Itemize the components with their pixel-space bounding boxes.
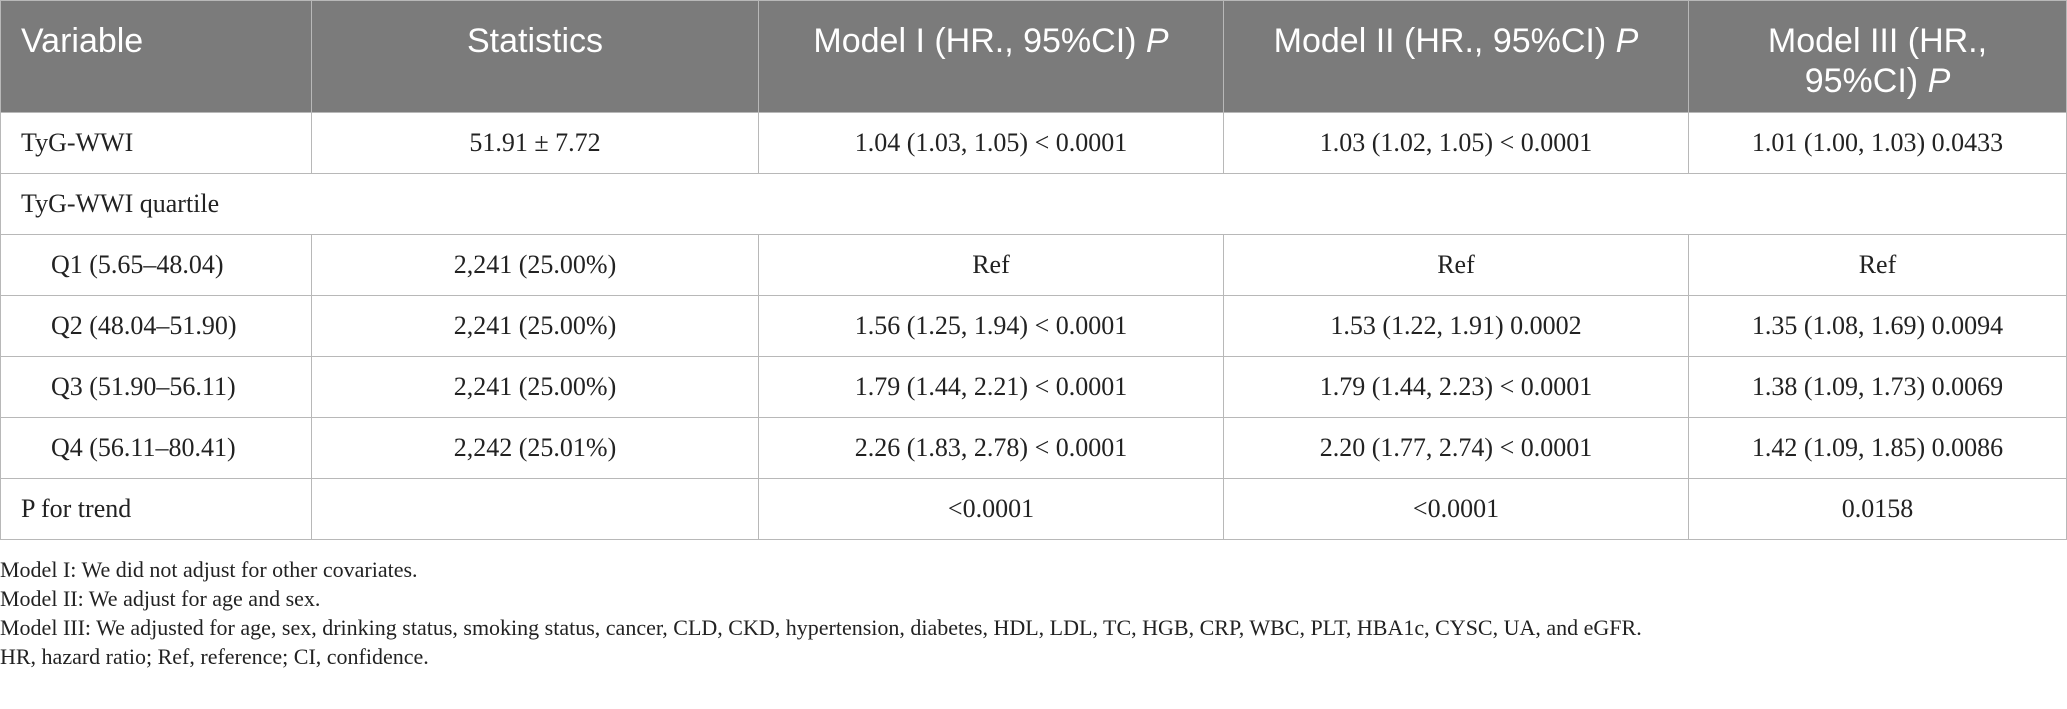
header-model-2: Model II (HR., 95%CI) P: [1223, 0, 1689, 113]
cell-section-label: TyG-WWI quartile: [0, 173, 2067, 235]
cell-statistics: 2,241 (25.00%): [311, 356, 759, 418]
cell-model-2: Ref: [1223, 234, 1689, 296]
cell-model-1: 1.04 (1.03, 1.05) < 0.0001: [758, 112, 1224, 174]
table-row-section: TyG-WWI quartile: [0, 173, 2067, 235]
footnote: Model I: We did not adjust for other cov…: [0, 557, 418, 582]
cell-model-3: 1.38 (1.09, 1.73) 0.0069: [1688, 356, 2067, 418]
header-row: Variable Statistics Model I (HR., 95%CI)…: [0, 0, 2067, 113]
table-row: Q1 (5.65–48.04) 2,241 (25.00%) Ref Ref R…: [0, 234, 2067, 296]
footnote: Model III: We adjusted for age, sex, dri…: [0, 615, 1642, 640]
footnote: Model II: We adjust for age and sex.: [0, 586, 321, 611]
cell-model-3: 1.01 (1.00, 1.03) 0.0433: [1688, 112, 2067, 174]
cell-model-1: 2.26 (1.83, 2.78) < 0.0001: [758, 417, 1224, 479]
table-body: TyG-WWI 51.91 ± 7.72 1.04 (1.03, 1.05) <…: [0, 112, 2067, 540]
cell-statistics: 2,242 (25.01%): [311, 417, 759, 479]
cell-variable: Q4 (56.11–80.41): [0, 417, 312, 479]
header-variable: Variable: [0, 0, 312, 113]
table-row: P for trend <0.0001 <0.0001 0.0158: [0, 478, 2067, 540]
table-figure: Variable Statistics Model I (HR., 95%CI)…: [0, 0, 2067, 540]
table-row: Q4 (56.11–80.41) 2,242 (25.01%) 2.26 (1.…: [0, 417, 2067, 479]
cell-model-2: <0.0001: [1223, 478, 1689, 540]
cell-statistics: 2,241 (25.00%): [311, 234, 759, 296]
table-row: Q2 (48.04–51.90) 2,241 (25.00%) 1.56 (1.…: [0, 295, 2067, 357]
cell-statistics: [311, 478, 759, 540]
cell-statistics: 2,241 (25.00%): [311, 295, 759, 357]
cell-model-2: 2.20 (1.77, 2.74) < 0.0001: [1223, 417, 1689, 479]
cell-variable: Q1 (5.65–48.04): [0, 234, 312, 296]
cell-variable: P for trend: [0, 478, 312, 540]
cell-variable: Q3 (51.90–56.11): [0, 356, 312, 418]
cell-model-3: Ref: [1688, 234, 2067, 296]
table-row: Q3 (51.90–56.11) 2,241 (25.00%) 1.79 (1.…: [0, 356, 2067, 418]
header-statistics: Statistics: [311, 0, 759, 113]
results-table: Variable Statistics Model I (HR., 95%CI)…: [0, 0, 2067, 540]
table-header: Variable Statistics Model I (HR., 95%CI)…: [0, 0, 2067, 113]
footnote: HR, hazard ratio; Ref, reference; CI, co…: [0, 644, 429, 669]
header-model-3: Model III (HR., 95%CI) P: [1688, 0, 2067, 113]
cell-model-3: 1.42 (1.09, 1.85) 0.0086: [1688, 417, 2067, 479]
cell-model-3: 1.35 (1.08, 1.69) 0.0094: [1688, 295, 2067, 357]
cell-statistics: 51.91 ± 7.72: [311, 112, 759, 174]
cell-model-1: 1.56 (1.25, 1.94) < 0.0001: [758, 295, 1224, 357]
cell-variable: TyG-WWI: [0, 112, 312, 174]
cell-model-1: 1.79 (1.44, 2.21) < 0.0001: [758, 356, 1224, 418]
cell-model-3: 0.0158: [1688, 478, 2067, 540]
cell-model-2: 1.53 (1.22, 1.91) 0.0002: [1223, 295, 1689, 357]
cell-model-2: 1.79 (1.44, 2.23) < 0.0001: [1223, 356, 1689, 418]
cell-model-1: Ref: [758, 234, 1224, 296]
table-row: TyG-WWI 51.91 ± 7.72 1.04 (1.03, 1.05) <…: [0, 112, 2067, 174]
cell-model-1: <0.0001: [758, 478, 1224, 540]
header-model-1: Model I (HR., 95%CI) P: [758, 0, 1224, 113]
table-footnotes: Model I: We did not adjust for other cov…: [0, 555, 2060, 671]
cell-variable: Q2 (48.04–51.90): [0, 295, 312, 357]
cell-model-2: 1.03 (1.02, 1.05) < 0.0001: [1223, 112, 1689, 174]
